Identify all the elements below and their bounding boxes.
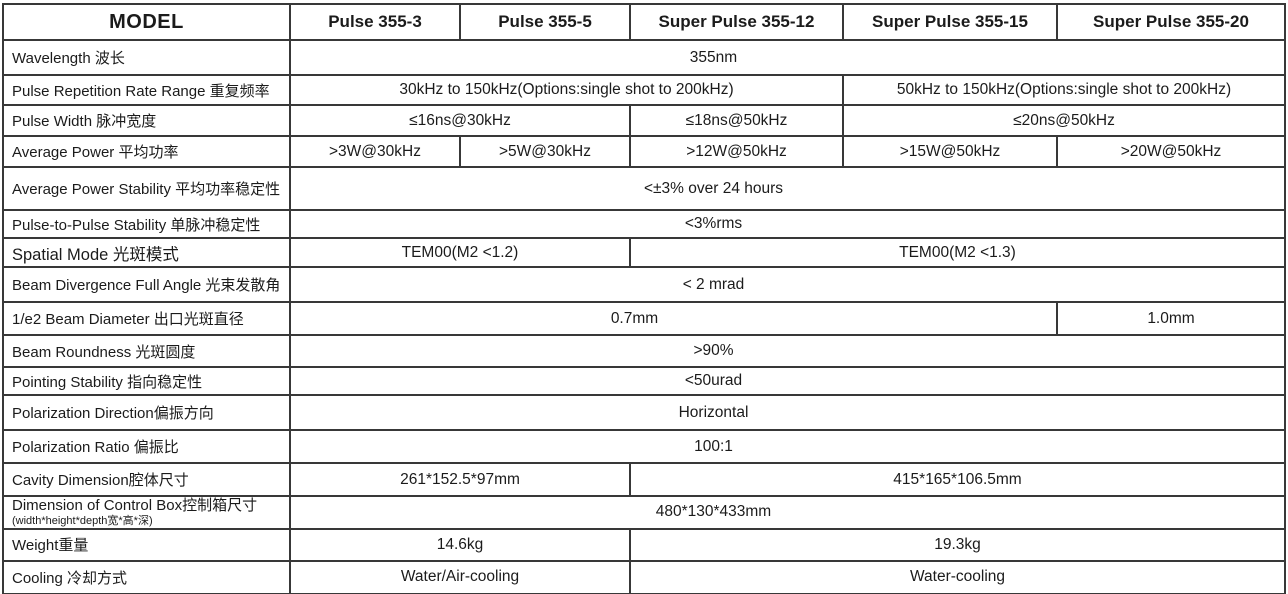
row-label-beam-diameter: 1/e2 Beam Diameter 出口光斑直径 <box>2 301 291 336</box>
value-weight-1: 14.6kg <box>289 527 631 562</box>
value-pulse-width-2: ≤18ns@50kHz <box>629 104 844 137</box>
value-avg-power-355-12: >12W@50kHz <box>629 135 844 168</box>
row-label-average-power-stability: Average Power Stability 平均功率稳定性 <box>2 166 291 211</box>
value-beam-divergence: < 2 mrad <box>289 266 1286 303</box>
value-avg-power-355-3: >3W@30kHz <box>289 135 461 168</box>
value-average-power-stability: <±3% over 24 hours <box>289 166 1286 211</box>
value-prr-pulse-models: 30kHz to 150kHz(Options:single shot to 2… <box>289 74 844 106</box>
value-avg-power-355-20: >20W@50kHz <box>1056 135 1286 168</box>
value-weight-2: 19.3kg <box>629 527 1286 562</box>
row-pulse-repetition-rate: Pulse Repetition Rate Range 重复频率 30kHz t… <box>2 74 1286 106</box>
control-box-label-sub: (width*height*depth宽*高*深) <box>12 514 153 527</box>
value-prr-super-pulse-models: 50kHz to 150kHz(Options:single shot to 2… <box>842 74 1286 106</box>
row-pulse-width: Pulse Width 脉冲宽度 ≤16ns@30kHz ≤18ns@50kHz… <box>2 104 1286 137</box>
row-pulse-to-pulse-stability: Pulse-to-Pulse Stability 单脉冲稳定性 <3%rms <box>2 209 1286 239</box>
value-avg-power-355-5: >5W@30kHz <box>459 135 631 168</box>
row-beam-divergence: Beam Divergence Full Angle 光束发散角 < 2 mra… <box>2 266 1286 303</box>
row-average-power: Average Power 平均功率 >3W@30kHz >5W@30kHz >… <box>2 135 1286 168</box>
row-pointing-stability: Pointing Stability 指向稳定性 <50urad <box>2 366 1286 396</box>
row-label-beam-divergence: Beam Divergence Full Angle 光束发散角 <box>2 266 291 303</box>
row-control-box-dimension: Dimension of Control Box控制箱尺寸 (width*hei… <box>2 495 1286 530</box>
row-label-polarization-ratio: Polarization Ratio 偏振比 <box>2 429 291 464</box>
value-control-box-dimension: 480*130*433mm <box>289 495 1286 530</box>
spec-table: MODEL Pulse 355-3 Pulse 355-5 Super Puls… <box>2 3 1286 594</box>
value-pulse-width-1: ≤16ns@30kHz <box>289 104 631 137</box>
value-polarization-direction: Horizontal <box>289 394 1286 431</box>
row-label-weight: Weight重量 <box>2 527 291 562</box>
row-label-cavity-dimension: Cavity Dimension腔体尺寸 <box>2 462 291 497</box>
row-label-pointing-stability: Pointing Stability 指向稳定性 <box>2 366 291 396</box>
value-beam-diameter-1: 0.7mm <box>289 301 1058 336</box>
value-cooling-2: Water-cooling <box>629 559 1286 594</box>
value-polarization-ratio: 100:1 <box>289 429 1286 464</box>
row-average-power-stability: Average Power Stability 平均功率稳定性 <±3% ove… <box>2 166 1286 211</box>
column-header-pulse-355-3: Pulse 355-3 <box>289 3 461 41</box>
value-avg-power-355-15: >15W@50kHz <box>842 135 1058 168</box>
row-polarization-ratio: Polarization Ratio 偏振比 100:1 <box>2 429 1286 464</box>
value-cavity-dimension-2: 415*165*106.5mm <box>629 462 1286 497</box>
row-beam-diameter: 1/e2 Beam Diameter 出口光斑直径 0.7mm 1.0mm <box>2 301 1286 336</box>
column-header-super-pulse-355-12: Super Pulse 355-12 <box>629 3 844 41</box>
column-header-super-pulse-355-20: Super Pulse 355-20 <box>1056 3 1286 41</box>
row-label-control-box-dimension: Dimension of Control Box控制箱尺寸 (width*hei… <box>2 495 291 530</box>
model-header: MODEL <box>2 3 291 41</box>
row-cooling: Cooling 冷却方式 Water/Air-cooling Water-coo… <box>2 559 1286 594</box>
header-row: MODEL Pulse 355-3 Pulse 355-5 Super Puls… <box>2 3 1286 41</box>
row-wavelength: Wavelength 波长 355nm <box>2 39 1286 76</box>
value-cooling-1: Water/Air-cooling <box>289 559 631 594</box>
value-beam-diameter-2: 1.0mm <box>1056 301 1286 336</box>
value-wavelength: 355nm <box>289 39 1286 76</box>
row-beam-roundness: Beam Roundness 光斑圆度 >90% <box>2 334 1286 368</box>
value-pulse-to-pulse-stability: <3%rms <box>289 209 1286 239</box>
row-label-pulse-to-pulse-stability: Pulse-to-Pulse Stability 单脉冲稳定性 <box>2 209 291 239</box>
value-pointing-stability: <50urad <box>289 366 1286 396</box>
row-label-cooling: Cooling 冷却方式 <box>2 559 291 594</box>
row-label-beam-roundness: Beam Roundness 光斑圆度 <box>2 334 291 368</box>
column-header-super-pulse-355-15: Super Pulse 355-15 <box>842 3 1058 41</box>
row-weight: Weight重量 14.6kg 19.3kg <box>2 527 1286 562</box>
value-pulse-width-3: ≤20ns@50kHz <box>842 104 1286 137</box>
row-label-polarization-direction: Polarization Direction偏振方向 <box>2 394 291 431</box>
value-spatial-mode-1: TEM00(M2 <1.2) <box>289 237 631 268</box>
value-beam-roundness: >90% <box>289 334 1286 368</box>
value-cavity-dimension-1: 261*152.5*97mm <box>289 462 631 497</box>
row-label-wavelength: Wavelength 波长 <box>2 39 291 76</box>
column-header-pulse-355-5: Pulse 355-5 <box>459 3 631 41</box>
row-label-spatial-mode: Spatial Mode 光斑模式 <box>2 237 291 268</box>
row-label-pulse-width: Pulse Width 脉冲宽度 <box>2 104 291 137</box>
row-cavity-dimension: Cavity Dimension腔体尺寸 261*152.5*97mm 415*… <box>2 462 1286 497</box>
row-spatial-mode: Spatial Mode 光斑模式 TEM00(M2 <1.2) TEM00(M… <box>2 237 1286 268</box>
value-spatial-mode-2: TEM00(M2 <1.3) <box>629 237 1286 268</box>
row-label-pulse-repetition-rate: Pulse Repetition Rate Range 重复频率 <box>2 74 291 106</box>
row-label-average-power: Average Power 平均功率 <box>2 135 291 168</box>
row-polarization-direction: Polarization Direction偏振方向 Horizontal <box>2 394 1286 431</box>
control-box-label-main: Dimension of Control Box控制箱尺寸 <box>12 497 258 514</box>
